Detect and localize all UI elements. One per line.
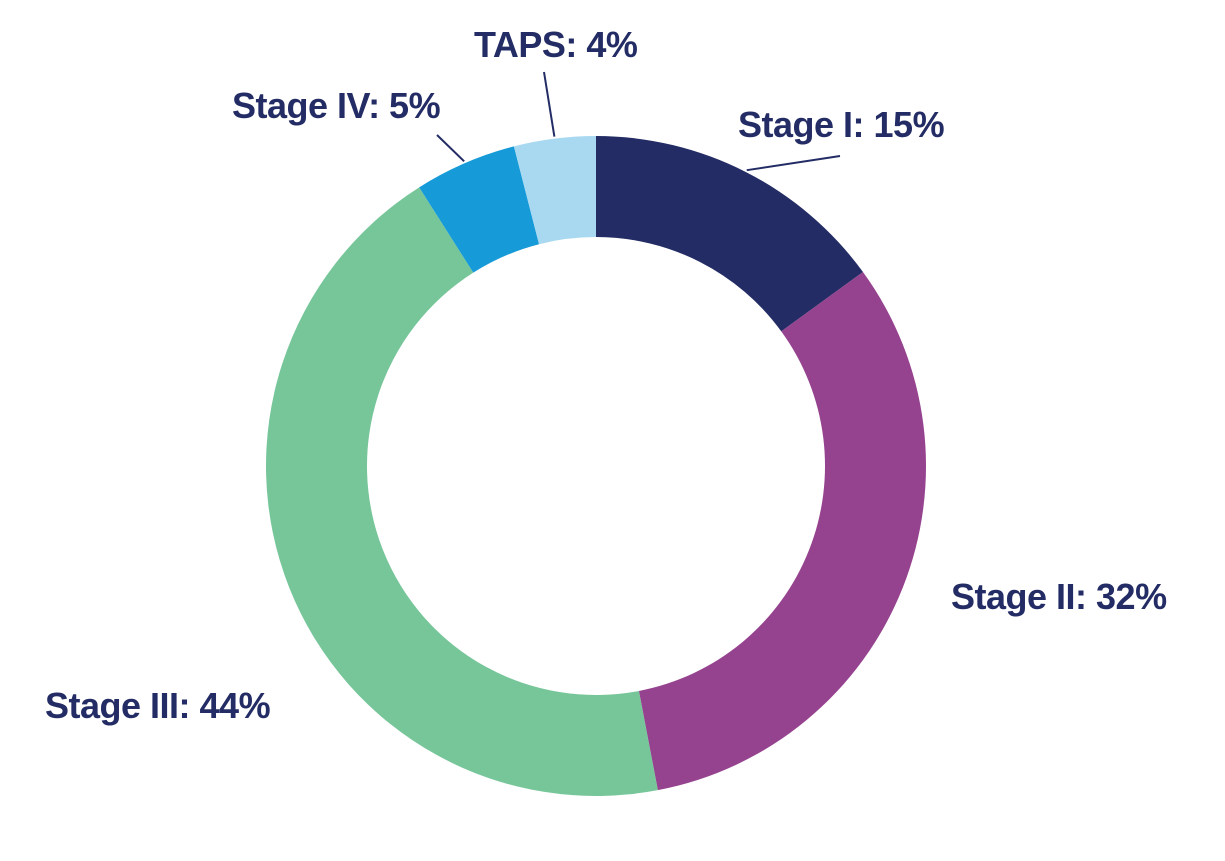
leader-lines-group: [436, 71, 841, 172]
slice-label-stage-ii: Stage II: 32%: [951, 576, 1167, 617]
slices-group: [266, 136, 927, 797]
slice-stage-iv: [419, 146, 540, 273]
slice-taps: [513, 136, 596, 245]
slice-stage-iii: [266, 187, 658, 797]
leader-line-stage-i: [746, 155, 841, 172]
labels-group: Stage I: 15% Stage II: 32% Stage III: 44…: [45, 24, 1168, 726]
leader-line-taps: [543, 71, 556, 137]
slice-stage-i: [596, 136, 863, 332]
slice-label-taps: TAPS: 4%: [474, 24, 638, 65]
slice-stage-ii: [638, 272, 927, 791]
leader-line-stage-iv: [436, 134, 465, 163]
slice-label-stage-iv: Stage IV: 5%: [232, 85, 441, 126]
slice-label-stage-i: Stage I: 15%: [738, 104, 945, 145]
slice-label-stage-iii: Stage III: 44%: [45, 685, 271, 726]
